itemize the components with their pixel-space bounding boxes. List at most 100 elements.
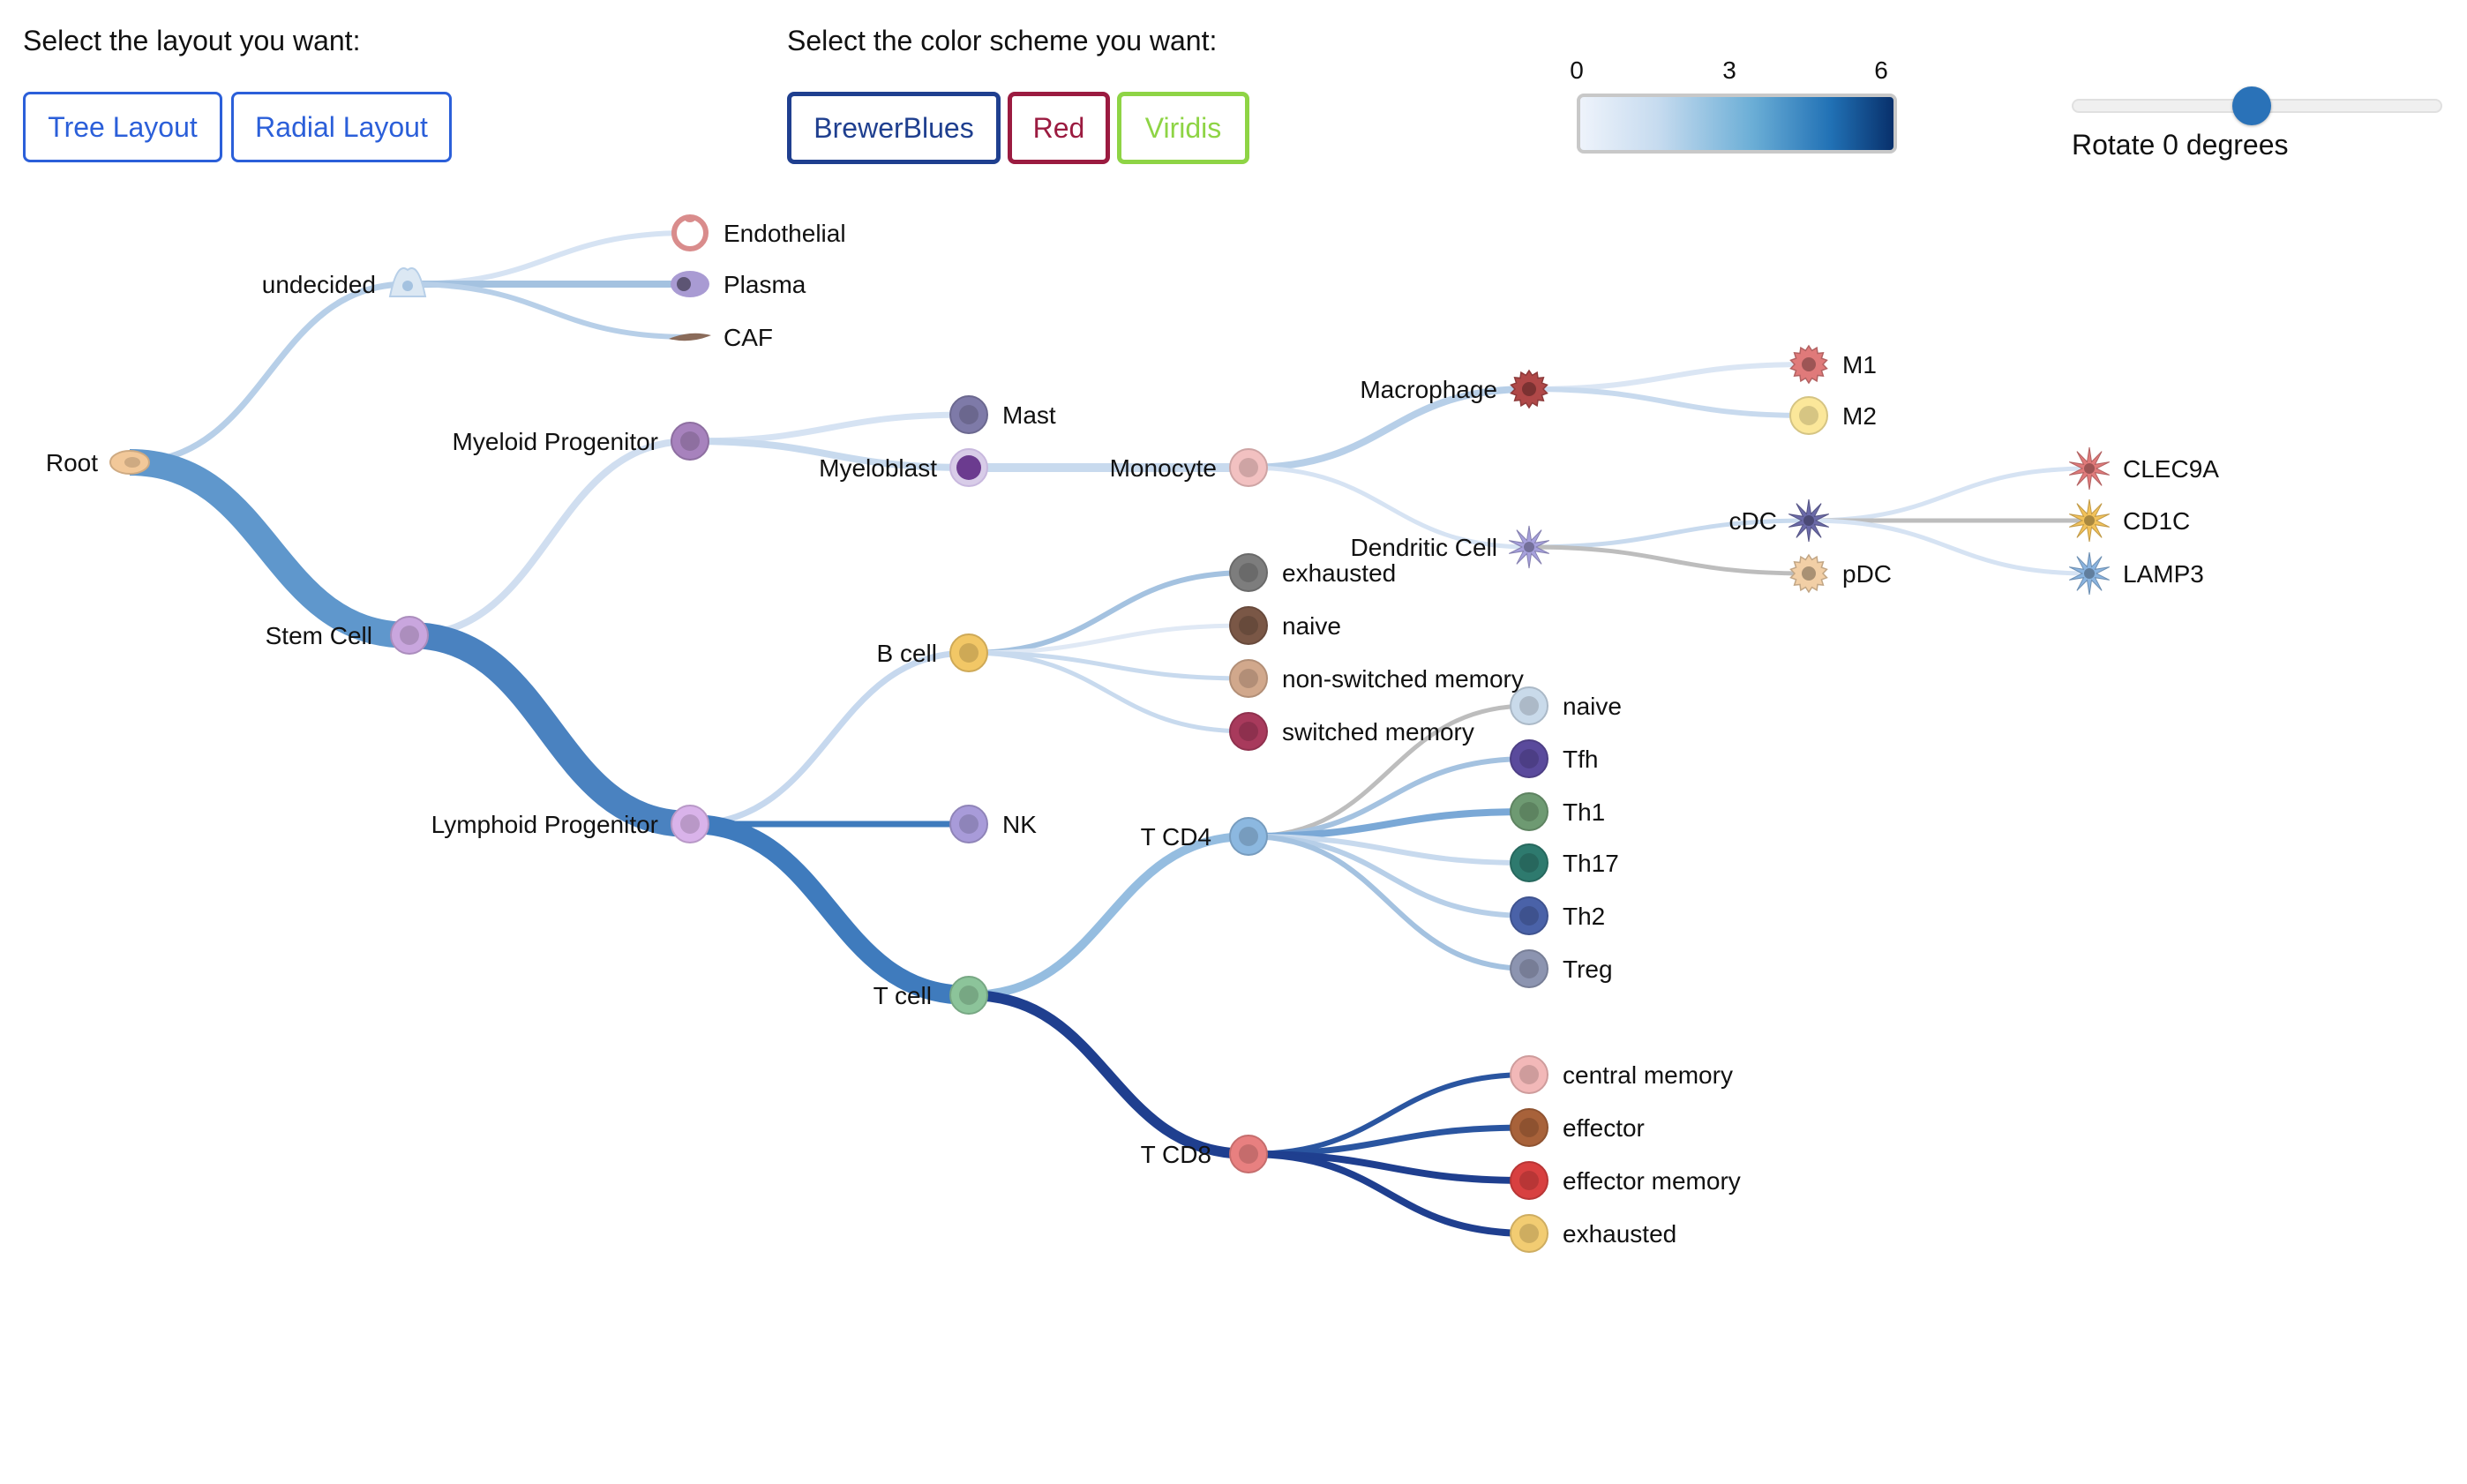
node-b_sm[interactable]: switched memory bbox=[1229, 712, 1474, 751]
red-scheme-button[interactable]: Red bbox=[1008, 92, 1110, 164]
node-tfh[interactable]: Tfh bbox=[1510, 739, 1598, 778]
link-root-stem bbox=[129, 449, 410, 648]
node-lymphoid[interactable]: Lymphoid Progenitor bbox=[431, 805, 709, 843]
link-tcd8-cd8_exhausted bbox=[1248, 1150, 1530, 1237]
link-tcd4-th1 bbox=[1248, 808, 1530, 840]
pdc-nucleus-icon bbox=[1802, 566, 1816, 581]
link-stem-lymphoid bbox=[409, 622, 691, 837]
link-undecided-endothelial bbox=[407, 230, 691, 287]
tree-links bbox=[129, 230, 2090, 1237]
node-nk[interactable]: NK bbox=[949, 805, 1037, 843]
node-cdc[interactable]: cDC bbox=[1729, 498, 1830, 543]
node-clec9a[interactable]: CLEC9A bbox=[2068, 446, 2219, 491]
caf-cell-icon[interactable] bbox=[669, 333, 711, 341]
node-pdc[interactable]: pDC bbox=[1789, 553, 1893, 594]
node-em[interactable]: effector memory bbox=[1510, 1161, 1741, 1200]
cd1c-label: CD1C bbox=[2123, 507, 2190, 535]
nk-label: NK bbox=[1002, 811, 1037, 838]
node-dendritic[interactable]: Dendritic Cell bbox=[1351, 525, 1550, 569]
monocyte-nucleus-icon bbox=[1239, 458, 1258, 477]
node-b_naive[interactable]: naive bbox=[1229, 606, 1341, 645]
cm-nucleus-icon bbox=[1519, 1065, 1539, 1084]
link-bcell-b_sm bbox=[968, 650, 1249, 734]
cd4_naive-label: naive bbox=[1563, 693, 1622, 720]
node-caf[interactable]: CAF bbox=[669, 324, 773, 351]
node-lamp3[interactable]: LAMP3 bbox=[2068, 551, 2204, 596]
tcd4-nucleus-icon bbox=[1239, 827, 1258, 846]
cd8_exhausted-label: exhausted bbox=[1563, 1220, 1676, 1248]
node-th1[interactable]: Th1 bbox=[1510, 792, 1605, 831]
legend-gradient-bar bbox=[1577, 94, 1897, 154]
endothelial-label: Endothelial bbox=[724, 220, 846, 247]
tcd4-label: T CD4 bbox=[1141, 823, 1211, 851]
tree-layout-button[interactable]: Tree Layout bbox=[23, 92, 222, 162]
b_naive-label: naive bbox=[1282, 612, 1341, 640]
color-section-label: Select the color scheme you want: bbox=[787, 25, 1218, 56]
radial-layout-button[interactable]: Radial Layout bbox=[231, 92, 452, 162]
node-b_nsm[interactable]: non-switched memory bbox=[1229, 659, 1524, 698]
myeloblast-label: Myeloblast bbox=[819, 454, 937, 482]
node-treg[interactable]: Treg bbox=[1510, 949, 1613, 988]
link-stem-myeloid bbox=[409, 438, 691, 639]
myeloid-label: Myeloid Progenitor bbox=[453, 428, 658, 455]
node-m1[interactable]: M1 bbox=[1789, 344, 1877, 385]
node-cd1c[interactable]: CD1C bbox=[2068, 498, 2190, 543]
undecided-label: undecided bbox=[262, 271, 376, 298]
node-cm[interactable]: central memory bbox=[1510, 1055, 1733, 1094]
node-m2[interactable]: M2 bbox=[1789, 396, 1877, 435]
node-monocyte[interactable]: Monocyte bbox=[1110, 448, 1268, 487]
node-b_exhausted[interactable]: exhausted bbox=[1229, 553, 1396, 592]
stem-label: Stem Cell bbox=[266, 622, 372, 649]
node-effector[interactable]: effector bbox=[1510, 1108, 1645, 1147]
brewerblues-button[interactable]: BrewerBlues bbox=[787, 92, 1001, 164]
cm-label: central memory bbox=[1563, 1061, 1733, 1089]
node-th17[interactable]: Th17 bbox=[1510, 843, 1619, 882]
mast-label: Mast bbox=[1002, 401, 1056, 429]
rotate-slider[interactable] bbox=[2072, 86, 2442, 125]
viridis-scheme-button[interactable]: Viridis bbox=[1117, 92, 1249, 164]
link-monocyte-dendritic bbox=[1248, 465, 1530, 550]
node-bcell[interactable]: B cell bbox=[877, 633, 988, 672]
node-endothelial[interactable]: Endothelial bbox=[671, 214, 846, 251]
em-nucleus-icon bbox=[1519, 1171, 1539, 1190]
cdc-nucleus-icon bbox=[1803, 515, 1814, 526]
lymphoid-nucleus-icon bbox=[680, 814, 700, 834]
node-mast[interactable]: Mast bbox=[949, 395, 1056, 434]
legend-tick-max: 6 bbox=[1874, 56, 1888, 84]
link-cdc-lamp3 bbox=[1808, 518, 2090, 576]
node-th2[interactable]: Th2 bbox=[1510, 896, 1605, 935]
tcell-nucleus-icon bbox=[959, 986, 979, 1005]
node-macrophage[interactable]: Macrophage bbox=[1360, 369, 1548, 409]
node-tcd4[interactable]: T CD4 bbox=[1141, 817, 1268, 856]
link-bcell-b_naive bbox=[968, 623, 1249, 656]
b_naive-nucleus-icon bbox=[1239, 616, 1258, 635]
node-cd4_naive[interactable]: naive bbox=[1510, 686, 1622, 725]
node-plasma[interactable]: Plasma bbox=[671, 271, 806, 298]
monocyte-label: Monocyte bbox=[1110, 454, 1217, 482]
clec9a-label: CLEC9A bbox=[2123, 455, 2219, 483]
node-undecided[interactable]: undecided bbox=[262, 267, 427, 298]
root-nucleus-icon bbox=[124, 457, 140, 468]
node-myeloblast[interactable]: Myeloblast bbox=[819, 448, 988, 487]
node-root[interactable]: Root bbox=[46, 449, 150, 476]
node-myeloid[interactable]: Myeloid Progenitor bbox=[453, 422, 709, 461]
link-undecided-caf bbox=[407, 281, 691, 340]
m1-nucleus-icon bbox=[1802, 357, 1816, 371]
link-root-undecided bbox=[129, 281, 409, 466]
node-tcd8[interactable]: T CD8 bbox=[1141, 1135, 1268, 1173]
stem-nucleus-icon bbox=[400, 626, 419, 645]
lymphoid-label: Lymphoid Progenitor bbox=[431, 811, 658, 838]
bcell-nucleus-icon bbox=[959, 643, 979, 663]
link-monocyte-macrophage bbox=[1248, 386, 1530, 471]
rotate-label: Rotate 0 degrees bbox=[2072, 129, 2289, 161]
link-lymphoid-tcell bbox=[689, 814, 970, 1005]
node-stem[interactable]: Stem Cell bbox=[266, 616, 429, 655]
tfh-label: Tfh bbox=[1563, 746, 1598, 773]
link-myeloid-myeloblast bbox=[689, 438, 970, 471]
macrophage-label: Macrophage bbox=[1360, 376, 1497, 403]
th17-label: Th17 bbox=[1563, 850, 1619, 877]
node-cd8_exhausted[interactable]: exhausted bbox=[1510, 1214, 1676, 1253]
node-tcell[interactable]: T cell bbox=[874, 976, 988, 1015]
tcd8-label: T CD8 bbox=[1141, 1141, 1211, 1168]
rotate-slider-thumb[interactable] bbox=[2232, 86, 2271, 125]
